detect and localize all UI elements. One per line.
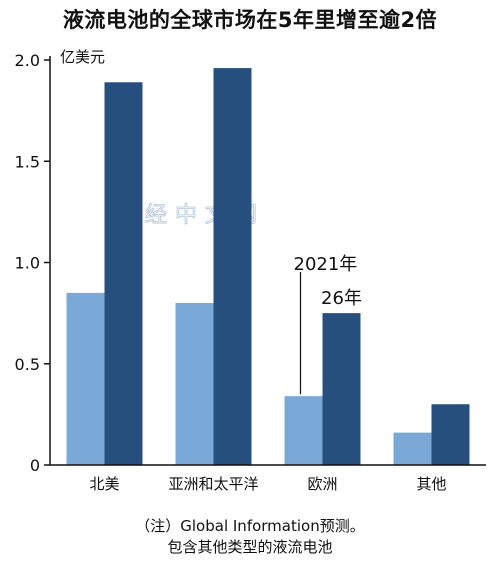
bar-2026-3 bbox=[431, 404, 470, 465]
y-tick-label-4: 2.0 bbox=[15, 51, 40, 70]
chart-title: 液流电池的全球市场在5年里增至逾2倍 bbox=[62, 8, 438, 32]
x-tick-label-2: 欧洲 bbox=[307, 475, 337, 493]
bar-2026-2 bbox=[322, 313, 361, 465]
y-tick-label-1: 0.5 bbox=[15, 355, 40, 374]
footnote-scope: 包含其他类型的液流电池 bbox=[167, 538, 333, 556]
axes-layer bbox=[44, 56, 486, 466]
labels-layer: 北美 亚洲和太平洋 欧洲 其他 0 0.5 1.0 1.5 2.0 亿美元 2021年 26年 bbox=[15, 48, 447, 493]
bar-2026-0 bbox=[104, 82, 143, 466]
bar-2021-3 bbox=[393, 432, 432, 465]
x-tick-label-0: 北美 bbox=[89, 475, 119, 493]
annotation-2021: 2021年 bbox=[294, 254, 358, 275]
x-tick-label-3: 其他 bbox=[416, 475, 446, 493]
unit-label: 亿美元 bbox=[60, 48, 105, 66]
x-tick-label-1: 亚洲和太平洋 bbox=[168, 475, 258, 493]
y-tick-label-2: 1.0 bbox=[15, 254, 40, 273]
y-tick-label-3: 1.5 bbox=[15, 152, 40, 171]
bar-2021-1 bbox=[175, 303, 214, 465]
y-tick-label-0: 0 bbox=[30, 456, 40, 475]
bar-2026-1 bbox=[213, 68, 252, 465]
footnote-source: （注）Global Information预测。 bbox=[135, 517, 365, 535]
bars-layer bbox=[66, 68, 470, 466]
bar-2021-2 bbox=[284, 396, 323, 465]
bar-2021-0 bbox=[66, 292, 105, 465]
annotation-26: 26年 bbox=[321, 288, 362, 309]
